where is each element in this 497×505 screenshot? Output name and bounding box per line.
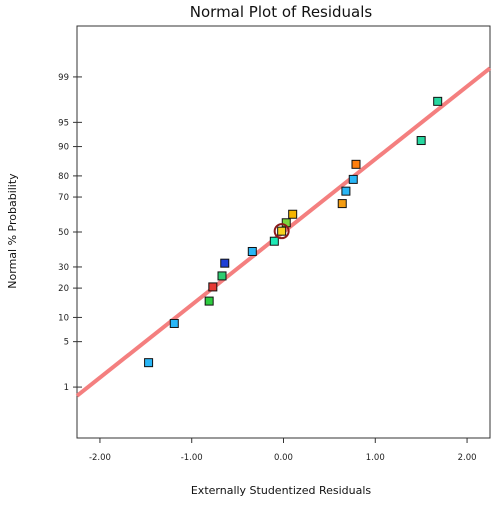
y-tick-label: 80 (58, 172, 69, 182)
y-tick-label: 5 (64, 338, 69, 348)
data-point (220, 258, 230, 268)
data-point (217, 271, 227, 281)
y-tick-label: 1 (64, 383, 69, 393)
data-points (144, 96, 443, 368)
y-tick-label: 99 (58, 73, 69, 83)
x-tick-label: -2.00 (89, 453, 111, 463)
x-axis: -2.00 -1.00 0.00 1.00 2.00 (89, 438, 477, 463)
data-point (204, 296, 214, 306)
data-point (144, 358, 154, 368)
data-point (348, 174, 358, 184)
y-tick-label: 90 (58, 143, 69, 153)
y-tick-label: 70 (58, 193, 69, 203)
chart-title: Normal Plot of Residuals (190, 3, 373, 21)
y-axis: 1 5 10 20 30 50 70 80 90 95 99 (58, 73, 82, 393)
data-point (341, 186, 351, 196)
y-tick-label: 50 (58, 228, 69, 238)
selected-point-ring (273, 223, 290, 240)
y-tick-label: 20 (58, 284, 69, 294)
x-tick-label: 2.00 (458, 453, 477, 463)
x-axis-label: Externally Studentized Residuals (191, 484, 372, 497)
y-tick-label: 95 (58, 118, 69, 128)
data-point (277, 226, 287, 236)
data-point (351, 159, 361, 169)
x-tick-label: -1.00 (181, 453, 203, 463)
data-point (337, 199, 347, 209)
data-point (433, 96, 443, 106)
data-point (416, 136, 426, 146)
data-point (288, 209, 298, 219)
y-axis-label: Normal % Probability (6, 173, 19, 289)
data-point (269, 236, 279, 246)
data-point (169, 318, 179, 328)
x-tick-label: 1.00 (366, 453, 385, 463)
y-tick-label: 10 (58, 313, 69, 323)
data-point (208, 282, 218, 292)
data-point (247, 246, 257, 256)
y-tick-label: 30 (58, 263, 69, 273)
x-tick-label: 0.00 (274, 453, 293, 463)
